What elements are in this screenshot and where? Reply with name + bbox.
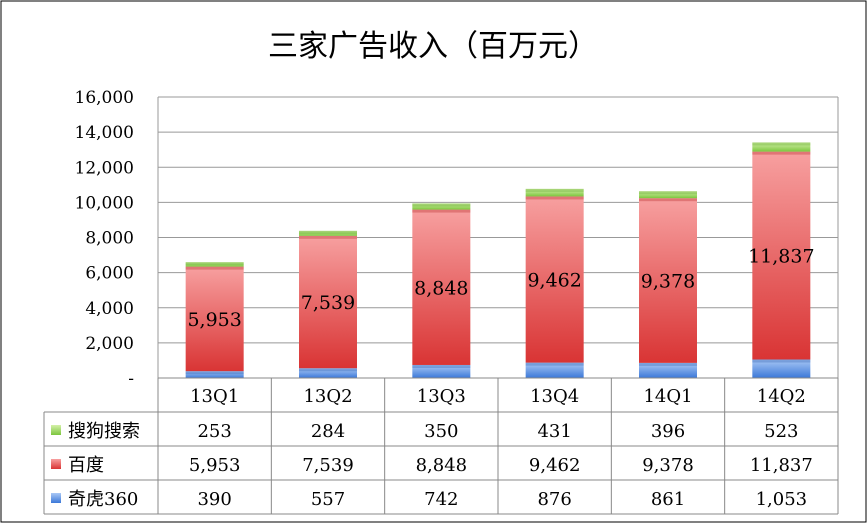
bar-segment-cap — [752, 359, 811, 363]
bar-segment — [299, 230, 357, 236]
y-axis-tick-labels: - 2,000 4,000 6,000 8,000 10,000 12,000 14,000 1… — [75, 88, 134, 389]
y-tick-label: 12,000 — [75, 158, 134, 178]
bar-segment-cap — [412, 364, 471, 368]
x-category-label: 13Q2 — [303, 386, 352, 407]
bar-segment — [412, 203, 471, 210]
table-cell-value: 8,848 — [416, 455, 468, 476]
data-label: 8,848 — [414, 277, 468, 299]
bar-segment-cap — [299, 235, 357, 239]
bar-segment-cap — [525, 362, 584, 366]
table-cell-value: 7,539 — [302, 455, 354, 476]
bar-segment-cap — [639, 198, 697, 202]
bar-segment-cap — [299, 230, 357, 234]
bar-segment — [185, 262, 244, 267]
x-category-label: 14Q2 — [757, 386, 806, 407]
bar-segment-cap — [525, 188, 584, 192]
data-labels: 5,953 7,539 8,848 9,462 9,378 11,837 — [187, 246, 814, 331]
bar-segment-cap — [639, 362, 697, 366]
bar-segment — [639, 362, 697, 378]
bar-segment — [752, 142, 811, 152]
table-cell-value: 1,053 — [756, 489, 808, 510]
table-cell-value: 350 — [424, 421, 458, 442]
table-cell-value: 557 — [311, 489, 345, 510]
legend-key — [51, 459, 61, 469]
table-cell-value: 431 — [537, 421, 571, 442]
bar-segment — [412, 209, 471, 365]
table-cell-value: 284 — [311, 421, 345, 442]
table-cell-value: 876 — [537, 489, 571, 510]
x-category-label: 14Q1 — [643, 386, 692, 407]
table-cell-value: 523 — [764, 421, 798, 442]
data-label: 9,462 — [527, 270, 581, 292]
bar-segment-cap — [185, 266, 244, 270]
bar-segment-cap — [752, 142, 811, 146]
table-cell-value: 861 — [651, 489, 685, 510]
bar-segment-cap — [412, 209, 471, 213]
legend-series-name: 搜狗搜索 — [68, 421, 140, 442]
table-cell-value: 5,953 — [189, 455, 241, 476]
bar-segment — [525, 362, 584, 378]
bar-segment — [299, 368, 357, 378]
y-tick-label: 10,000 — [75, 193, 134, 213]
table-cell-value: 9,378 — [642, 455, 694, 476]
table-cell-value: 390 — [197, 489, 231, 510]
bar-segment-cap — [412, 203, 471, 207]
x-category-label: 13Q3 — [417, 386, 466, 407]
legend-key — [51, 493, 61, 503]
bar-segment — [752, 359, 811, 378]
y-tick-label: 4,000 — [85, 299, 134, 319]
bar-segment-cap — [185, 262, 244, 266]
table-cell-value: 742 — [424, 489, 458, 510]
bar-segment-cap — [299, 368, 357, 372]
data-label: 7,539 — [301, 292, 355, 314]
bar-segment — [525, 188, 584, 197]
legend-key — [51, 425, 61, 435]
bar-segment — [185, 371, 244, 378]
table-cell-value: 253 — [197, 421, 231, 442]
chart-title: 三家广告收入（百万元） — [268, 29, 598, 64]
bar-segment — [752, 151, 811, 360]
y-tick-label: 8,000 — [85, 229, 134, 249]
bars — [185, 142, 811, 378]
data-label: 11,837 — [748, 246, 814, 268]
data-table: 13Q1 13Q2 13Q3 13Q4 14Q1 14Q2 搜狗搜索 253 284 350 431… — [43, 377, 839, 515]
bar-segment — [185, 266, 244, 372]
table-cell-value: 396 — [651, 421, 685, 442]
bar-segment-cap — [752, 151, 811, 155]
legend-series-name: 奇虎360 — [68, 489, 138, 510]
data-label: 5,953 — [187, 309, 241, 331]
data-label: 9,378 — [641, 271, 695, 293]
bar-segment — [299, 235, 357, 369]
y-tick-label: 14,000 — [75, 123, 134, 143]
bar-segment-cap — [525, 196, 584, 200]
table-cell-value: 9,462 — [529, 455, 581, 476]
x-category-label: 13Q4 — [530, 386, 579, 407]
bar-segment-cap — [185, 371, 244, 375]
y-tick-label: 2,000 — [85, 334, 134, 354]
y-tick-label: 16,000 — [75, 88, 134, 108]
bar-segment-cap — [639, 191, 697, 195]
legend-series-name: 百度 — [68, 455, 104, 476]
bar-segment — [639, 198, 697, 363]
y-tick-label: - — [128, 369, 134, 389]
table-cell-value: 11,837 — [750, 455, 813, 476]
bar-segment — [525, 196, 584, 363]
y-tick-label: 6,000 — [85, 264, 134, 284]
bar-segment — [639, 191, 697, 199]
bar-segment — [412, 364, 471, 378]
x-category-label: 13Q1 — [190, 386, 239, 407]
